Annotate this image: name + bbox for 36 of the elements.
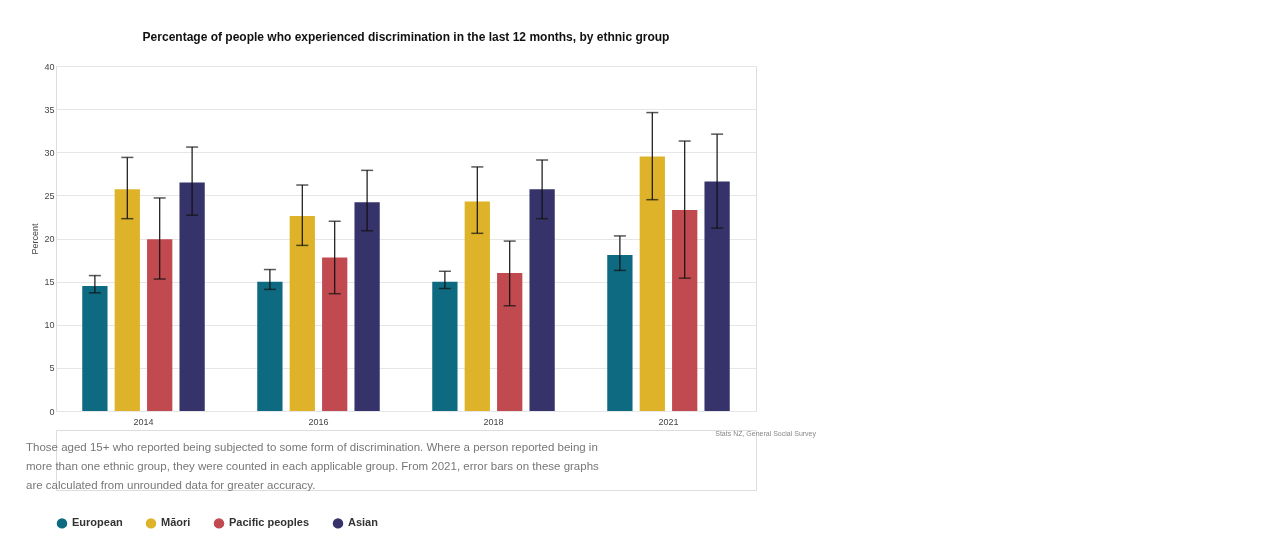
bar: [497, 273, 523, 411]
bar: [529, 189, 555, 411]
y-tick-label: 40: [44, 61, 55, 72]
y-tick-label: 0: [49, 406, 55, 417]
bar: [464, 201, 490, 411]
y-tick-label: 15: [44, 277, 55, 288]
bar: [179, 182, 205, 411]
bar: [607, 254, 633, 411]
y-tick-label: 30: [44, 147, 55, 158]
legend-label: European: [72, 516, 124, 529]
text: Those aged 15+ who reported being subjected to some form of discrimination. Where a person reported being in more than one ethnic group, they were counted in each applicable group. From 2021, error bars on these graphs are calculated from unrounded data for greater accuracy.: [26, 441, 600, 491]
bar: [82, 285, 108, 411]
bar: [704, 181, 730, 411]
bar: [257, 281, 283, 411]
bar: [672, 210, 698, 411]
chart-title: Percentage of people who experienced discrimination in the last 12 months, by ethnic group: [142, 30, 670, 44]
y-axis-title: Percent: [30, 223, 41, 255]
y-tick-label: 5: [49, 363, 55, 374]
bar: [114, 189, 140, 411]
x-tick-label: 2021: [658, 416, 679, 427]
y-tick-label: 20: [44, 234, 55, 244]
bar: [639, 156, 665, 411]
bar: [432, 281, 458, 411]
bar: [354, 202, 380, 411]
y-tick-label: 35: [44, 104, 55, 115]
bar: [322, 257, 348, 411]
x-tick-label: 2016: [308, 416, 329, 427]
y-tick-label: 25: [44, 190, 55, 201]
legend-label: Māori: [161, 516, 191, 529]
y-tick-label: 10: [44, 320, 55, 331]
bar: [289, 216, 315, 411]
bar: [147, 239, 173, 411]
legend-label: Pacific peoples: [229, 516, 310, 529]
x-tick-label: 2014: [133, 416, 154, 427]
legend-label: Asian: [348, 516, 379, 529]
x-tick-label: 2018: [483, 416, 504, 427]
